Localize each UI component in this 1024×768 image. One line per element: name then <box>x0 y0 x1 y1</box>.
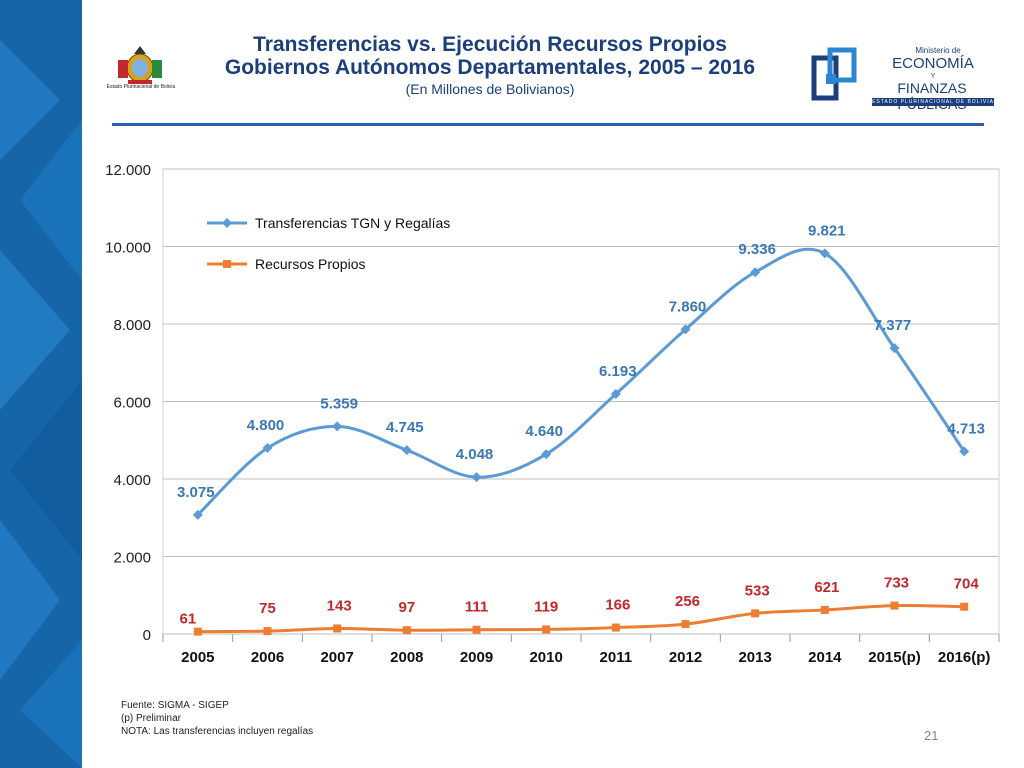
chart-title-line1: Transferencias vs. Ejecución Recursos Pr… <box>253 33 727 56</box>
x-tick-label: 2012 <box>669 649 702 666</box>
data-point-marker <box>472 625 481 634</box>
series-line-transferencias <box>196 247 966 516</box>
data-point-marker <box>751 609 760 618</box>
x-tick-label: 2011 <box>600 649 633 666</box>
x-tick-label: 2007 <box>320 649 353 666</box>
x-tick-label: 2006 <box>251 649 284 666</box>
data-label: 4.745 <box>386 419 424 436</box>
data-point-marker <box>889 343 900 354</box>
x-tick-label: 2013 <box>738 649 771 666</box>
data-point-marker <box>263 627 272 636</box>
data-label: 9.821 <box>808 222 846 239</box>
data-point-marker <box>819 248 830 259</box>
ministry-line3: Y <box>930 73 936 80</box>
x-tick-label: 2005 <box>181 649 214 666</box>
legend-label-transferencias: Transferencias TGN y Regalías <box>255 215 450 231</box>
data-point-marker <box>332 421 343 432</box>
transfers-note: NOTA: Las transferencias incluyen regalí… <box>121 726 314 737</box>
chart-canvas: 0 2.000 4.000 6.000 8.000 10.000 12.000 2005 200… <box>105 162 1000 666</box>
x-tick-label: 2014 <box>808 649 842 666</box>
data-label: 6.193 <box>599 363 637 380</box>
legend-marker-recursos-propios <box>223 260 231 268</box>
legend-marker-transferencias <box>222 218 232 228</box>
x-tick-label: 2009 <box>460 649 493 666</box>
x-tick-label: 2016(p) <box>938 649 991 666</box>
data-point-marker <box>890 601 899 610</box>
data-point-marker <box>611 623 620 632</box>
data-point-marker <box>820 605 829 614</box>
data-label: 119 <box>534 598 558 615</box>
ministry-line1: Ministerio de <box>915 46 961 55</box>
decorative-left-band <box>0 0 82 768</box>
data-label: 97 <box>398 599 415 616</box>
data-label: 75 <box>259 600 276 617</box>
data-point-marker <box>610 389 621 400</box>
page-number: 21 <box>924 728 939 743</box>
y-tick-label: 2.000 <box>113 550 151 567</box>
y-tick-label: 0 <box>143 627 151 644</box>
data-label: 4.713 <box>947 420 985 437</box>
data-label: 4.640 <box>525 423 563 440</box>
data-label: 143 <box>327 597 352 614</box>
data-point-marker <box>959 446 970 457</box>
data-label: 733 <box>884 575 909 592</box>
data-point-marker <box>542 625 551 634</box>
y-tick-label: 12.000 <box>105 162 151 179</box>
ministry-emblem-icon <box>811 47 857 101</box>
ministry-line4: FINANZAS PÚBLICAS <box>897 80 967 112</box>
y-tick-label: 10.000 <box>105 240 151 257</box>
data-label: 621 <box>814 579 839 596</box>
data-point-marker <box>681 620 690 629</box>
data-point-marker <box>262 443 273 453</box>
data-label: 9.336 <box>738 241 776 258</box>
coat-of-arms-label: Estado Plurinacional de Bolivia <box>106 84 176 90</box>
data-label: 3.075 <box>177 484 215 501</box>
data-label: 4.800 <box>247 417 285 434</box>
data-label: 5.359 <box>320 395 358 412</box>
y-tick-label: 8.000 <box>113 317 151 334</box>
data-point-marker <box>471 472 482 483</box>
data-label: 704 <box>954 576 980 593</box>
data-label: 7.860 <box>669 298 707 315</box>
data-label: 61 <box>179 611 196 628</box>
ministry-logo: Ministerio de ECONOMÍA Y FINANZAS PÚBLIC… <box>806 44 994 112</box>
data-point-marker <box>192 509 203 520</box>
x-tick-label: 2008 <box>390 649 423 666</box>
data-label: 166 <box>605 597 630 614</box>
data-point-marker <box>402 626 411 635</box>
data-point-marker <box>750 267 761 278</box>
source-note: Fuente: SIGMA - SIGEP <box>121 700 229 711</box>
data-point-marker <box>333 624 342 633</box>
data-point-marker <box>680 324 691 335</box>
series-line-recursos-propios <box>197 603 965 634</box>
ministry-line2: ECONOMÍA <box>892 55 974 72</box>
chart-title-line2: Gobiernos Autónomos Departamentales, 200… <box>224 56 756 79</box>
data-label: 4.048 <box>456 446 494 463</box>
header-divider <box>112 123 984 126</box>
y-tick-label: 4.000 <box>113 472 151 489</box>
data-label: 256 <box>675 593 700 610</box>
data-point-marker <box>960 602 969 611</box>
x-tick-label: 2015(p) <box>868 649 921 666</box>
coat-of-arms-logo <box>112 44 168 106</box>
data-point-marker <box>541 449 552 460</box>
chart-subtitle: (En Millones de Bolivianos) <box>405 81 575 97</box>
ministry-line5: ESTADO PLURINACIONAL DE BOLIVIA <box>872 98 994 106</box>
data-point-marker <box>401 445 412 456</box>
preliminary-note: (p) Preliminar <box>121 713 182 724</box>
data-label: 111 <box>465 599 488 616</box>
y-tick-label: 6.000 <box>113 395 151 412</box>
data-label: 7.377 <box>874 317 912 334</box>
x-tick-label: 2010 <box>529 649 562 666</box>
chart-footer: Fuente: SIGMA - SIGEP (p) Preliminar NOT… <box>121 699 313 738</box>
data-label: 533 <box>745 582 770 599</box>
legend-label-recursos-propios: Recursos Propios <box>255 256 366 272</box>
line-chart: 0 2.000 4.000 6.000 8.000 10.000 12.000 2005 200… <box>94 142 1006 682</box>
data-point-marker <box>193 627 202 636</box>
